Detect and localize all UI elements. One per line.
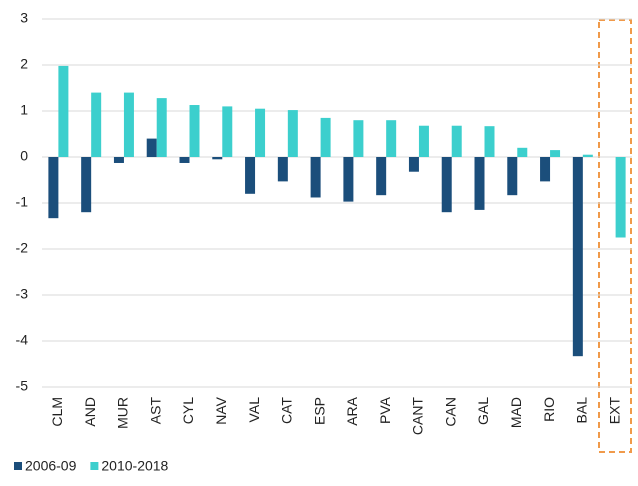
bar bbox=[474, 157, 485, 210]
x-tick-label: ESP bbox=[311, 397, 327, 425]
bar bbox=[507, 157, 518, 196]
bar bbox=[517, 147, 528, 157]
x-tick-label: MUR bbox=[115, 397, 131, 429]
y-tick-label: 1 bbox=[20, 102, 28, 118]
y-tick-label: -1 bbox=[16, 194, 29, 210]
x-tick-label: AST bbox=[147, 397, 163, 425]
x-tick-label: MAD bbox=[508, 397, 524, 428]
x-tick-label: BAL bbox=[574, 397, 590, 424]
x-tick-label: CYL bbox=[180, 397, 196, 424]
bar bbox=[540, 157, 551, 182]
bar bbox=[353, 120, 364, 157]
y-tick-label: 3 bbox=[20, 10, 28, 26]
x-tick-label: VAL bbox=[246, 397, 262, 423]
x-tick-label: RIO bbox=[541, 397, 557, 422]
y-tick-label: 2 bbox=[20, 56, 28, 72]
bar bbox=[615, 157, 626, 238]
y-tick-label: -3 bbox=[16, 286, 29, 302]
bar bbox=[179, 157, 190, 163]
bar bbox=[146, 138, 157, 157]
legend-label: 2010-2018 bbox=[101, 458, 168, 474]
bar bbox=[212, 157, 223, 160]
bar bbox=[343, 157, 354, 202]
legend-swatch bbox=[14, 462, 22, 470]
x-tick-label: CAN bbox=[442, 397, 458, 427]
bar bbox=[156, 98, 167, 157]
bar bbox=[320, 117, 331, 157]
y-tick-label: -4 bbox=[16, 332, 29, 348]
x-tick-label: CLM bbox=[49, 397, 65, 427]
bar bbox=[550, 150, 561, 157]
bar bbox=[58, 65, 69, 157]
bar bbox=[113, 157, 124, 163]
x-tick-label: EXT bbox=[606, 397, 622, 425]
highlight-box bbox=[598, 19, 632, 453]
bar bbox=[255, 108, 266, 157]
y-tick-label: -5 bbox=[16, 378, 29, 394]
bar bbox=[245, 157, 256, 194]
x-tick-label: AND bbox=[82, 397, 98, 427]
bar bbox=[582, 154, 593, 157]
bar bbox=[408, 157, 419, 172]
bar bbox=[222, 106, 233, 157]
y-tick-label: -2 bbox=[16, 240, 29, 256]
x-tick-label: CANT bbox=[410, 397, 426, 436]
bar bbox=[376, 157, 387, 196]
bar bbox=[310, 157, 321, 198]
x-tick-label: GAL bbox=[475, 397, 491, 425]
bar bbox=[189, 105, 200, 157]
bar bbox=[277, 157, 288, 182]
bar bbox=[123, 92, 134, 157]
bar bbox=[81, 157, 92, 213]
bar bbox=[48, 157, 59, 219]
bar bbox=[91, 92, 102, 157]
legend-label: 2006-09 bbox=[25, 458, 77, 474]
legend-swatch bbox=[90, 462, 99, 470]
bar bbox=[441, 157, 452, 213]
x-tick-label: NAV bbox=[213, 396, 229, 424]
bar bbox=[484, 126, 495, 157]
bar bbox=[451, 125, 462, 157]
x-tick-label: PVA bbox=[377, 396, 393, 424]
bar bbox=[572, 157, 583, 357]
x-tick-label: ARA bbox=[344, 396, 360, 425]
x-tick-label: CAT bbox=[279, 397, 295, 424]
bar bbox=[287, 110, 298, 157]
bar bbox=[418, 125, 429, 157]
y-tick-label: 0 bbox=[20, 148, 28, 164]
bar bbox=[386, 120, 397, 157]
